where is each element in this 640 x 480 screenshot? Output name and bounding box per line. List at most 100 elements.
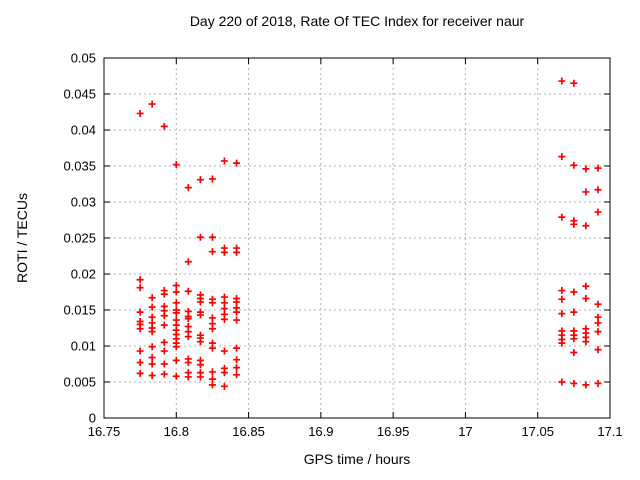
data-point-marker — [558, 77, 566, 85]
data-point-marker — [148, 343, 156, 351]
data-point-marker — [160, 338, 168, 346]
data-point-marker — [220, 382, 228, 390]
data-point-marker — [172, 343, 180, 351]
data-point-marker — [196, 373, 204, 381]
data-point-marker — [136, 109, 144, 117]
data-point-marker — [233, 356, 241, 364]
data-point-marker — [196, 311, 204, 319]
data-point-marker — [160, 360, 168, 368]
y-tick-label: 0 — [89, 411, 96, 426]
data-point-marker — [582, 222, 590, 230]
x-tick-label: 16.85 — [232, 424, 265, 439]
data-point-marker — [148, 360, 156, 368]
y-tick-label: 0.05 — [71, 51, 96, 66]
data-point-marker — [208, 325, 216, 333]
x-tick-label: 17.1 — [597, 424, 622, 439]
data-point-marker — [172, 299, 180, 307]
data-point-marker — [582, 188, 590, 196]
data-point-marker — [570, 348, 578, 356]
data-point-marker — [160, 312, 168, 320]
data-point-marker — [220, 315, 228, 323]
data-point-marker — [208, 175, 216, 183]
chart-title: Day 220 of 2018, Rate Of TEC Index for r… — [189, 13, 525, 29]
y-tick-label: 0.02 — [71, 267, 96, 282]
data-point-marker — [570, 308, 578, 316]
data-point-marker — [233, 364, 241, 372]
data-point-marker — [184, 184, 192, 192]
data-point-marker — [136, 276, 144, 284]
x-tick-label: 16.75 — [88, 424, 121, 439]
data-point-marker — [172, 288, 180, 296]
data-point-marker — [233, 316, 241, 324]
y-tick-label: 0.035 — [63, 159, 96, 174]
x-tick-label: 17.05 — [521, 424, 554, 439]
data-point-marker — [582, 282, 590, 290]
data-point-marker — [148, 303, 156, 311]
data-point-marker — [558, 295, 566, 303]
data-point-marker — [233, 371, 241, 379]
data-point-marker — [594, 164, 602, 172]
data-point-marker — [136, 359, 144, 367]
data-point-marker — [148, 372, 156, 380]
data-point-marker — [172, 161, 180, 169]
data-point-marker — [160, 321, 168, 329]
data-point-marker — [184, 287, 192, 295]
data-point-marker — [136, 347, 144, 355]
data-point-marker — [233, 248, 241, 256]
data-point-marker — [148, 328, 156, 336]
data-point-marker — [184, 258, 192, 266]
data-point-marker — [582, 165, 590, 173]
data-point-marker — [570, 161, 578, 169]
data-point-marker — [208, 344, 216, 352]
data-point-marker — [220, 347, 228, 355]
data-point-marker — [136, 284, 144, 292]
y-tick-label: 0.015 — [63, 303, 96, 318]
data-point-marker — [582, 294, 590, 302]
data-point-marker — [172, 282, 180, 290]
data-point-marker — [208, 299, 216, 307]
data-point-marker — [208, 248, 216, 256]
data-point-marker — [208, 233, 216, 241]
data-point-marker — [233, 159, 241, 167]
data-point-marker — [184, 359, 192, 367]
data-point-marker — [136, 325, 144, 333]
data-point-marker — [570, 79, 578, 87]
data-point-marker — [594, 346, 602, 354]
y-tick-label: 0.045 — [63, 87, 96, 102]
data-point-marker — [136, 308, 144, 316]
y-tick-label: 0.01 — [71, 339, 96, 354]
data-point-marker — [233, 308, 241, 316]
data-point-marker — [558, 153, 566, 161]
data-point-marker — [558, 378, 566, 386]
data-point-marker — [172, 309, 180, 317]
y-tick-label: 0.025 — [63, 231, 96, 246]
data-point-marker — [196, 298, 204, 306]
data-point-marker — [570, 288, 578, 296]
data-point-marker — [196, 176, 204, 184]
data-point-marker — [148, 354, 156, 362]
data-point-marker — [582, 381, 590, 389]
data-point-marker — [148, 294, 156, 302]
y-tick-label: 0.03 — [71, 195, 96, 210]
data-point-marker — [558, 339, 566, 347]
data-point-marker — [570, 220, 578, 228]
data-point-marker — [160, 347, 168, 355]
data-point-marker — [196, 338, 204, 346]
data-point-marker — [570, 335, 578, 343]
x-tick-label: 16.95 — [377, 424, 410, 439]
data-point-marker — [558, 213, 566, 221]
data-point-marker — [160, 290, 168, 298]
data-point-marker — [184, 333, 192, 341]
y-tick-label: 0.005 — [63, 375, 96, 390]
data-point-marker — [196, 233, 204, 241]
x-axis-label: GPS time / hours — [303, 451, 411, 467]
data-point-marker — [196, 361, 204, 369]
data-point-marker — [594, 208, 602, 216]
data-point-marker — [220, 369, 228, 377]
data-point-marker — [208, 381, 216, 389]
data-point-marker — [208, 368, 216, 376]
data-point-marker — [136, 369, 144, 377]
data-point-marker — [160, 122, 168, 130]
